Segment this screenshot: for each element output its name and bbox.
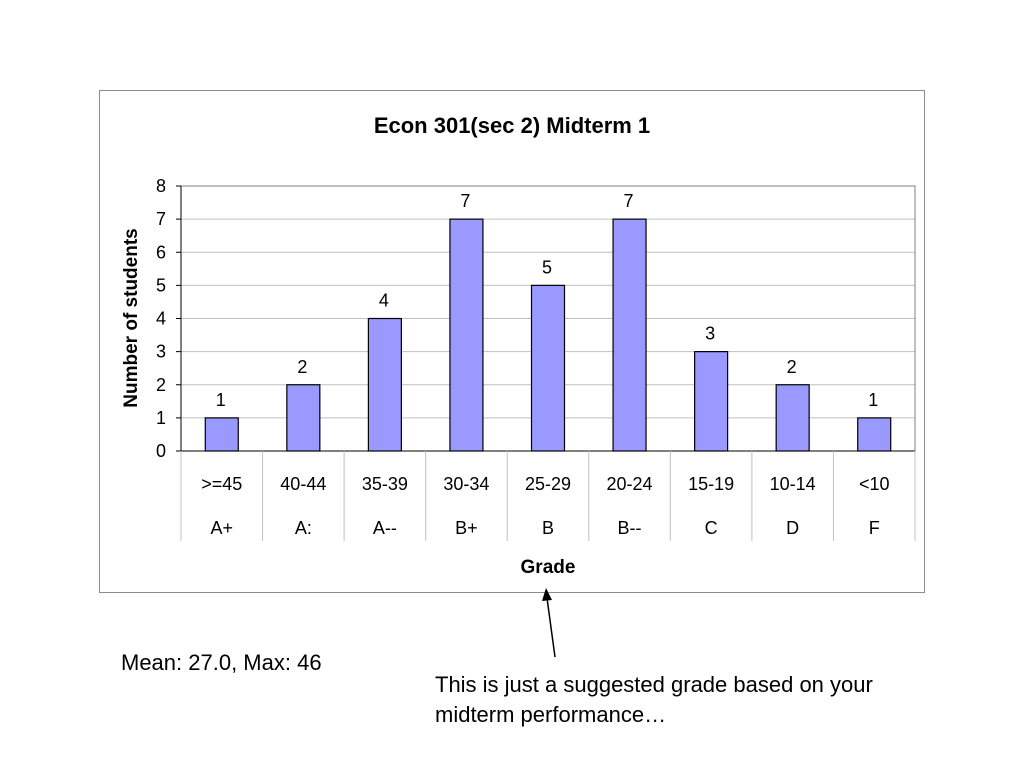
bar-value-label: 2 xyxy=(297,357,307,377)
bar-value-label: 7 xyxy=(624,191,634,211)
y-tick-label: 4 xyxy=(156,309,166,329)
x-grade-label: D xyxy=(786,518,799,538)
plot-area: 0 1 2 3 4 5 6 7 8 1 >=45 A+ 2 40-44 A: 4 35-39 A-- 7 30-34 B… xyxy=(156,176,916,541)
bar-value-label: 1 xyxy=(216,390,226,410)
annotation-arrowhead xyxy=(542,588,552,601)
x-grade-label: A+ xyxy=(211,518,234,538)
bar xyxy=(612,218,647,452)
chart-title: Econ 301(sec 2) Midterm 1 xyxy=(374,113,650,138)
bar-value-label: 4 xyxy=(379,291,389,311)
y-tick-label: 8 xyxy=(156,176,166,196)
y-tick-label: 2 xyxy=(156,375,166,395)
y-tick-label: 0 xyxy=(156,441,166,461)
x-axis-label: Grade xyxy=(521,557,576,578)
x-grade-label: B xyxy=(542,518,554,538)
disclaimer-note-line-1: This is just a suggested grade based on … xyxy=(435,672,873,697)
bar-value-label: 2 xyxy=(787,357,797,377)
bar xyxy=(775,384,810,452)
x-tick-label: <10 xyxy=(859,474,890,494)
bar-value-label: 1 xyxy=(868,390,878,410)
bar xyxy=(286,384,321,452)
x-grade-label: B-- xyxy=(618,518,642,538)
chart-frame xyxy=(99,90,925,593)
bar xyxy=(367,317,402,452)
x-tick-label: 35-39 xyxy=(362,474,408,494)
bar xyxy=(204,417,239,452)
x-tick-label: 15-19 xyxy=(688,474,734,494)
bar-value-label: 7 xyxy=(460,191,470,211)
y-tick-label: 5 xyxy=(156,275,166,295)
bar xyxy=(449,218,484,452)
x-tick-label: 40-44 xyxy=(280,474,326,494)
bar xyxy=(530,284,566,452)
x-grade-label: B+ xyxy=(455,518,478,538)
y-axis-label: Number of students xyxy=(121,228,142,407)
x-grade-label: A: xyxy=(295,518,312,538)
x-grade-label: A-- xyxy=(373,518,397,538)
bar xyxy=(857,417,892,452)
bar-value-label: 3 xyxy=(705,324,715,344)
disclaimer-note-line-2: midterm performance… xyxy=(435,702,667,727)
x-tick-label: 25-29 xyxy=(525,474,571,494)
x-tick-label: 30-34 xyxy=(443,474,489,494)
x-tick-label: 20-24 xyxy=(607,474,653,494)
bar-value-label: 5 xyxy=(542,257,552,277)
annotation-arrow-line xyxy=(546,597,556,658)
x-grade-label: F xyxy=(869,518,880,538)
y-tick-label: 1 xyxy=(156,408,166,428)
stats-note: Mean: 27.0, Max: 46 xyxy=(121,650,322,675)
bar xyxy=(694,351,729,452)
y-tick-label: 6 xyxy=(156,242,166,262)
x-tick-label: 10-14 xyxy=(770,474,816,494)
x-grade-label: C xyxy=(705,518,718,538)
y-tick-label: 7 xyxy=(156,209,166,229)
y-tick-label: 3 xyxy=(156,342,166,362)
x-tick-label: >=45 xyxy=(201,474,242,494)
